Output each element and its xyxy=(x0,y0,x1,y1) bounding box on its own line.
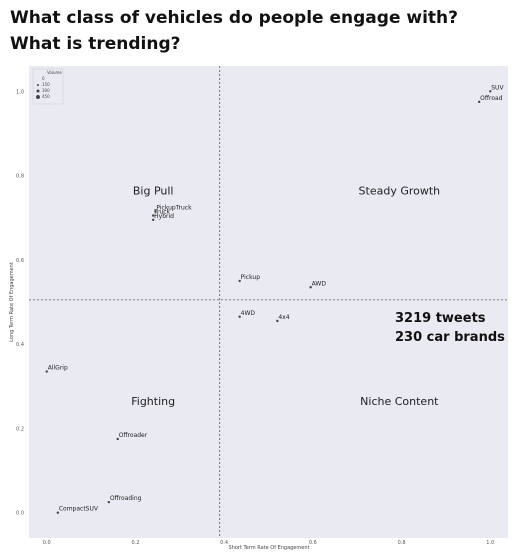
data-point-label: Offroad xyxy=(480,95,503,102)
data-point-label: Hybrid xyxy=(154,213,174,220)
x-tick-label: 0.2 xyxy=(131,540,139,546)
x-tick-label: 0.4 xyxy=(220,540,228,546)
page-title: What class of vehicles do people engage … xyxy=(10,8,459,54)
data-point xyxy=(45,370,48,373)
legend-entry: 300 xyxy=(42,88,50,93)
legend-title: Volume xyxy=(47,70,62,75)
y-tick-label: 0.8 xyxy=(16,174,24,180)
data-point xyxy=(477,100,481,104)
brand-count: 230 car brands xyxy=(395,330,505,345)
x-tick-label: 0.0 xyxy=(43,540,51,546)
y-tick-label: 0.6 xyxy=(16,258,24,264)
data-point xyxy=(107,500,111,504)
plot-area xyxy=(29,66,508,538)
legend-marker xyxy=(37,84,39,86)
x-tick-label: 0.8 xyxy=(398,540,406,546)
data-point-label: CompactSUV xyxy=(59,506,99,513)
quadrant-label: Big Pull xyxy=(133,184,174,197)
data-point-label: Offroader xyxy=(119,432,148,439)
x-tick-label: 0.6 xyxy=(309,540,317,546)
data-point xyxy=(238,315,241,318)
data-point xyxy=(151,214,155,217)
legend-marker xyxy=(36,95,40,99)
legend-entry: 450 xyxy=(42,94,50,99)
data-point-label: SUV xyxy=(491,84,504,91)
y-tick-label: 0.2 xyxy=(16,426,24,432)
data-point-label: Truck xyxy=(153,209,170,216)
data-point xyxy=(276,319,279,323)
axis-ticks: 0.0 0.2 0.4 0.6 0.8 1.0 0.0 0.2 0.4 0.6 0.8 1.0 xyxy=(16,89,494,546)
quadrant-labels: Big Pull Steady Growth Fighting Niche Conte… xyxy=(131,184,440,408)
quadrant-label: Steady Growth xyxy=(359,184,441,197)
legend-entry: 0 xyxy=(42,76,45,81)
data-point xyxy=(56,511,60,514)
data-point-label: 4WD xyxy=(241,310,256,317)
data-point xyxy=(154,210,157,213)
quadrant-label: Niche Content xyxy=(360,395,439,408)
data-point-label: AllGrip xyxy=(48,365,68,372)
data-point-label: 4x4 xyxy=(278,314,289,321)
x-axis-label: Short Term Rate Of Engagement xyxy=(229,545,310,551)
data-point xyxy=(238,279,241,283)
data-point xyxy=(151,218,155,222)
data-point xyxy=(309,286,312,289)
y-tick-label: 0.0 xyxy=(16,511,24,517)
x-tick-label: 1.0 xyxy=(486,540,494,546)
legend-entry: 150 xyxy=(42,82,50,87)
quadrant-dividers xyxy=(29,66,508,538)
legend-marker xyxy=(36,89,40,93)
data-point-label: AWD xyxy=(312,280,327,287)
y-tick-label: 0.4 xyxy=(16,342,24,348)
data-point-label: Offroading xyxy=(110,495,142,502)
data-point xyxy=(489,90,492,93)
quadrant-label: Fighting xyxy=(131,395,175,408)
data-point xyxy=(116,437,119,441)
data-point-label: Pickup xyxy=(241,274,261,281)
data-point-label: PickupTruck xyxy=(156,204,192,211)
tweet-count: 3219 tweets xyxy=(395,311,486,326)
y-axis-label: Long Term Rate Of Engagement xyxy=(9,262,15,342)
y-tick-label: 1.0 xyxy=(16,89,24,95)
